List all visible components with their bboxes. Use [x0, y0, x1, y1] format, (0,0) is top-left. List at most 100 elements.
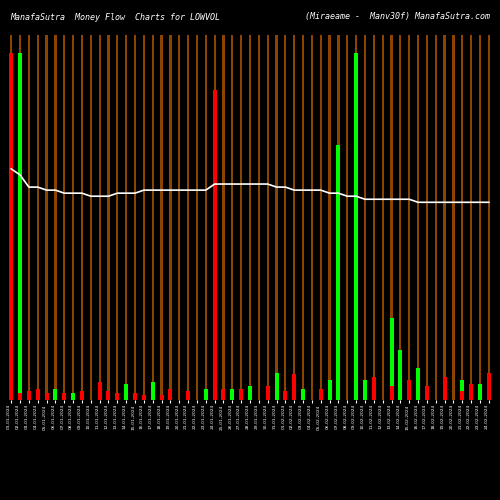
Bar [63, 35, 66, 400]
Bar [292, 374, 296, 400]
Bar [311, 35, 313, 400]
Bar [407, 380, 411, 400]
Bar [214, 35, 216, 400]
Bar [320, 35, 322, 400]
Bar [133, 392, 137, 400]
Bar [204, 389, 208, 400]
Bar [355, 35, 357, 400]
Bar [116, 35, 118, 400]
Bar [81, 35, 83, 400]
Bar [230, 389, 234, 400]
Bar [168, 389, 172, 400]
Bar [258, 35, 260, 400]
Bar [54, 35, 56, 400]
Bar [400, 35, 402, 400]
Bar [363, 380, 367, 400]
Bar [231, 35, 234, 400]
Bar [80, 391, 84, 400]
Bar [125, 35, 128, 400]
Bar [54, 389, 58, 400]
Bar [150, 382, 154, 400]
Bar [293, 35, 296, 400]
Bar [62, 392, 66, 400]
Bar [328, 35, 330, 400]
Bar [170, 35, 172, 400]
Bar [426, 35, 428, 400]
Bar [18, 392, 22, 400]
Bar [390, 35, 392, 400]
Text: ManafaSutra  Money Flow  Charts for LOWVOL: ManafaSutra Money Flow Charts for LOWVOL [10, 12, 220, 22]
Bar [444, 35, 446, 400]
Bar [478, 384, 482, 400]
Bar [248, 386, 252, 400]
Bar [442, 377, 446, 400]
Bar [44, 392, 48, 400]
Bar [108, 35, 110, 400]
Bar [460, 380, 464, 400]
Bar [364, 35, 366, 400]
Bar [442, 392, 446, 400]
Bar [434, 35, 437, 400]
Bar [372, 377, 376, 400]
Bar [90, 35, 92, 400]
Bar [239, 389, 243, 400]
Bar [425, 386, 429, 400]
Bar [36, 35, 39, 400]
Bar [301, 389, 305, 400]
Bar [160, 35, 162, 400]
Bar [354, 53, 358, 400]
Bar [487, 372, 491, 400]
Bar [328, 380, 332, 400]
Bar [249, 35, 251, 400]
Bar [479, 35, 481, 400]
Bar [212, 90, 216, 400]
Bar [160, 396, 164, 400]
Bar [178, 35, 180, 400]
Bar [98, 389, 102, 400]
Bar [470, 35, 472, 400]
Bar [98, 35, 100, 400]
Bar [417, 35, 419, 400]
Bar [19, 35, 21, 400]
Bar [196, 35, 198, 400]
Bar [46, 35, 48, 400]
Bar [390, 386, 394, 400]
Bar [336, 144, 340, 400]
Bar [284, 35, 286, 400]
Bar [142, 394, 146, 400]
Bar [452, 35, 454, 400]
Bar [18, 53, 22, 400]
Bar [284, 391, 288, 400]
Bar [187, 35, 189, 400]
Bar [72, 35, 74, 400]
Bar [302, 35, 304, 400]
Bar [398, 350, 402, 400]
Bar [28, 35, 30, 400]
Bar [240, 35, 242, 400]
Bar [36, 389, 40, 400]
Text: (Miraeame -  Manv30f) ManafaSutra.com: (Miraeame - Manv30f) ManafaSutra.com [305, 12, 490, 22]
Bar [106, 391, 110, 400]
Bar [27, 391, 31, 400]
Bar [276, 35, 278, 400]
Bar [186, 391, 190, 400]
Bar [222, 35, 224, 400]
Bar [222, 389, 226, 400]
Bar [460, 391, 464, 400]
Bar [266, 386, 270, 400]
Bar [134, 35, 136, 400]
Bar [390, 318, 394, 400]
Bar [338, 35, 340, 400]
Bar [274, 372, 278, 400]
Bar [319, 389, 322, 400]
Bar [469, 384, 473, 400]
Bar [143, 35, 145, 400]
Bar [98, 382, 102, 400]
Bar [461, 35, 464, 400]
Bar [488, 35, 490, 400]
Bar [372, 35, 375, 400]
Bar [152, 35, 154, 400]
Bar [266, 35, 269, 400]
Bar [10, 35, 12, 400]
Bar [204, 35, 207, 400]
